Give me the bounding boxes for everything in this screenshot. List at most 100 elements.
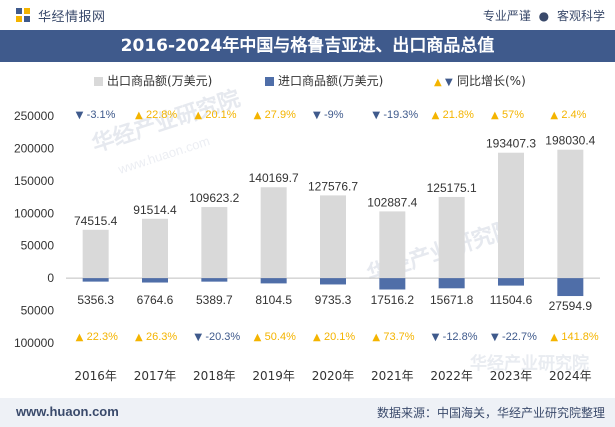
- export-growth-label: -19.3%: [383, 109, 418, 121]
- x-tick-label: 2020年: [312, 369, 355, 383]
- growth-down-icon: ▼: [313, 110, 321, 121]
- growth-down-icon: ▼: [491, 332, 499, 343]
- export-value-label: 102887.4: [367, 195, 417, 209]
- import-bar: [142, 278, 168, 283]
- import-bar: [438, 278, 465, 289]
- export-value-label: 193407.3: [486, 137, 536, 151]
- tagline: 专业严谨 ● 客观科学: [483, 7, 605, 24]
- growth-down-icon: ▼: [76, 110, 84, 121]
- import-value-label: 27594.9: [549, 299, 593, 313]
- import-growth-label: 20.1%: [324, 331, 355, 343]
- import-growth-label: 73.7%: [383, 331, 414, 343]
- y-tick-label: 200000: [14, 141, 54, 155]
- export-bar: [82, 229, 109, 279]
- x-tick-label: 2023年: [490, 369, 533, 383]
- x-tick-label: 2019年: [252, 369, 295, 383]
- growth-up-icon: ▲: [135, 332, 143, 343]
- y-tick-label: 0: [47, 271, 54, 285]
- export-growth-label: -9%: [324, 109, 344, 121]
- chart-title: 2016-2024年中国与格鲁吉亚进、出口商品总值: [120, 36, 495, 56]
- growth-up-icon: ▲: [194, 110, 202, 121]
- export-bar: [142, 218, 168, 279]
- growth-down-icon: ▼: [194, 332, 202, 343]
- growth-up-icon: ▲: [76, 332, 84, 343]
- export-growth-label: 22.8%: [146, 109, 177, 121]
- top-bar: 华经情报网 专业严谨 ● 客观科学: [0, 0, 615, 30]
- import-value-label: 6764.6: [137, 293, 174, 307]
- y-tick-label: 100000: [14, 336, 54, 350]
- import-growth-label: -20.3%: [205, 331, 240, 343]
- export-bar: [557, 149, 584, 279]
- export-value-label: 74515.4: [74, 214, 118, 228]
- export-value-label: 109623.2: [189, 191, 239, 205]
- x-tick-label: 2024年: [549, 369, 592, 383]
- growth-up-icon: ▲: [372, 332, 380, 343]
- growth-up-icon: ▲: [432, 110, 440, 121]
- legend-export-label: 出口商品额(万美元): [107, 73, 212, 88]
- import-growth-label: -22.7%: [502, 331, 537, 343]
- x-tick-label: 2018年: [193, 369, 236, 383]
- import-bar: [379, 278, 406, 290]
- export-bar: [438, 196, 465, 279]
- import-bar: [557, 278, 584, 297]
- growth-up-icon: ▲: [550, 110, 558, 121]
- export-bar: [498, 152, 524, 279]
- legend-import-label: 进口商品额(万美元): [278, 73, 383, 88]
- growth-down-icon: ▼: [372, 110, 380, 121]
- import-value-label: 17516.2: [371, 293, 415, 307]
- import-bar: [320, 278, 346, 285]
- import-bar: [201, 278, 228, 282]
- growth-down-icon: ▼: [432, 332, 440, 343]
- footer: www.huaon.com 数据来源：中国海关，华经产业研究院整理: [0, 398, 615, 427]
- export-bar: [260, 187, 287, 279]
- export-bar: [379, 211, 406, 279]
- export-growth-label: 20.1%: [205, 109, 236, 121]
- y-tick-label: 250000: [14, 109, 54, 123]
- growth-up-icon: ▲: [313, 332, 321, 343]
- export-value-label: 91514.4: [133, 203, 177, 217]
- growth-up-icon: ▲: [550, 332, 558, 343]
- legend-export-swatch: [94, 77, 103, 86]
- import-bar: [260, 278, 287, 284]
- chart-area: 华经产业研究院www.huaon.com华经产业研究院华经产业研究院出口商品额(…: [14, 73, 600, 383]
- import-value-label: 15671.8: [430, 293, 474, 307]
- import-growth-label: -12.8%: [443, 331, 478, 343]
- legend-down-triangle: ▼: [445, 77, 453, 88]
- import-value-label: 5356.3: [77, 293, 114, 307]
- import-bar: [82, 278, 109, 282]
- import-value-label: 5389.7: [196, 293, 233, 307]
- tagline-professional: 专业严谨: [482, 9, 531, 23]
- y-tick-label: 50000: [21, 239, 55, 253]
- export-growth-label: -3.1%: [87, 109, 116, 121]
- y-tick-label: 150000: [14, 174, 54, 188]
- brand-logo-icon: [16, 8, 30, 22]
- import-growth-label: 26.3%: [146, 331, 177, 343]
- import-value-label: 9735.3: [315, 293, 352, 307]
- import-value-label: 11504.6: [490, 293, 533, 307]
- export-growth-label: 27.9%: [265, 109, 296, 121]
- import-value-label: 8104.5: [255, 293, 292, 307]
- legend-import-swatch: [265, 77, 274, 86]
- tagline-objective: 客观科学: [556, 9, 605, 23]
- brand-name: 华经情报网: [38, 10, 106, 25]
- import-growth-label: 50.4%: [265, 331, 296, 343]
- title-bar: 2016-2024年中国与格鲁吉亚进、出口商品总值: [0, 30, 615, 62]
- import-bar: [498, 278, 524, 286]
- x-tick-label: 2016年: [74, 369, 117, 383]
- export-growth-label: 57%: [502, 109, 524, 121]
- footer-source: 数据来源：中国海关，华经产业研究院整理: [376, 406, 605, 420]
- tagline-separator: ●: [538, 9, 550, 23]
- growth-up-icon: ▲: [254, 110, 262, 121]
- x-tick-label: 2021年: [371, 369, 414, 383]
- y-tick-label: 100000: [14, 206, 54, 220]
- import-growth-label: 141.8%: [561, 331, 599, 343]
- legend-growth-label: 同比增长(%): [457, 74, 526, 88]
- x-tick-label: 2017年: [134, 369, 177, 383]
- growth-up-icon: ▲: [135, 110, 143, 121]
- growth-up-icon: ▲: [491, 110, 499, 121]
- export-value-label: 127576.7: [308, 179, 358, 193]
- export-value-label: 198030.4: [545, 134, 595, 148]
- growth-up-icon: ▲: [254, 332, 262, 343]
- export-growth-label: 2.4%: [561, 109, 586, 121]
